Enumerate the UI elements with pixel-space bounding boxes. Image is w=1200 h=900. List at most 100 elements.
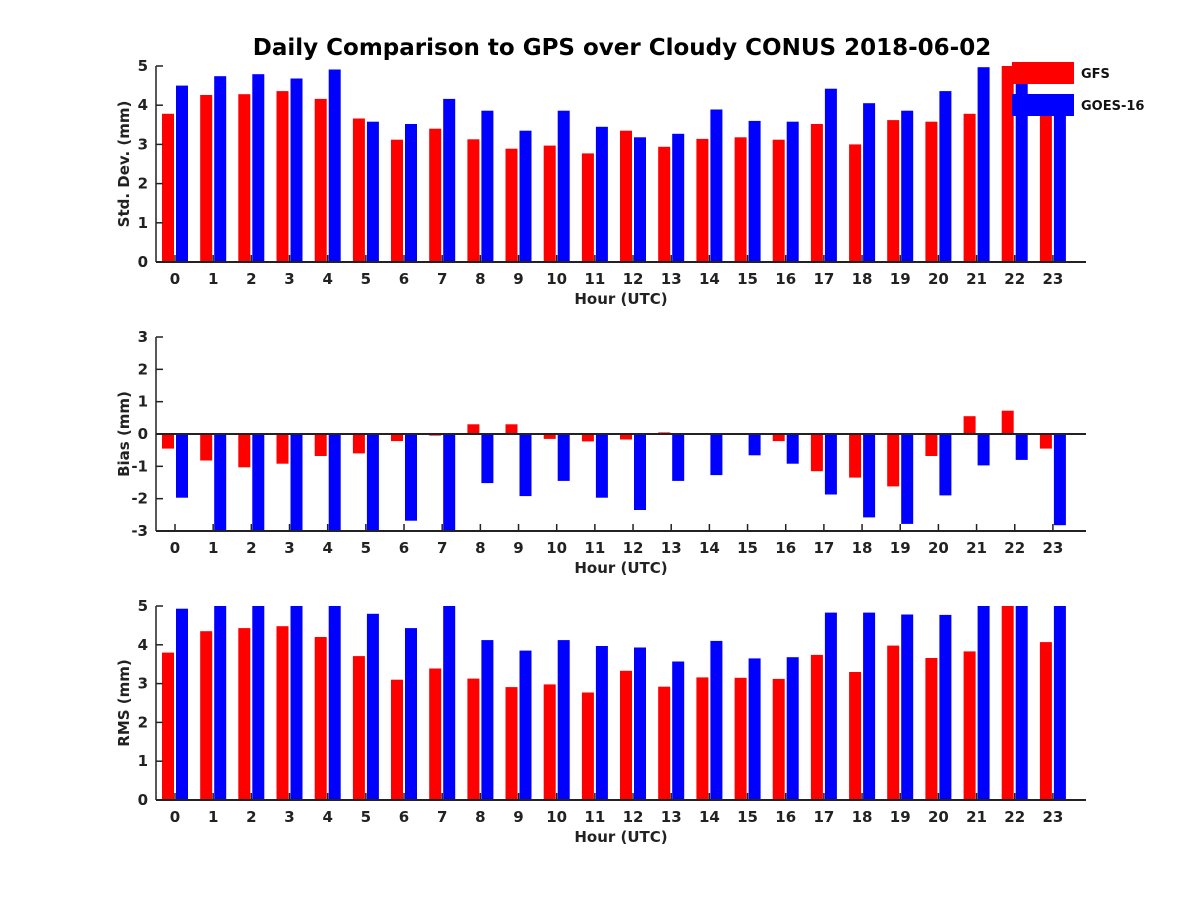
y-tick-label: 1: [138, 214, 148, 232]
goes16-bar: [1015, 434, 1028, 460]
gfs-bar: [238, 94, 251, 262]
gfs-bar: [314, 434, 327, 456]
gfs-bar: [543, 145, 556, 262]
gfs-bar: [276, 626, 289, 800]
y-tick-label: 5: [138, 57, 148, 75]
goes16-bar: [824, 434, 837, 495]
gfs-bar: [620, 434, 632, 440]
x-tick-label: 18: [852, 808, 873, 826]
goes16-bar: [1015, 67, 1028, 262]
goes16-bar: [939, 614, 952, 800]
gfs-bar: [810, 654, 823, 800]
x-tick-label: 16: [775, 808, 796, 826]
goes16-bar: [176, 608, 188, 800]
gfs-bar: [200, 434, 213, 461]
x-tick-label: 17: [813, 808, 834, 826]
gfs-bar: [429, 128, 442, 262]
x-tick-label: 8: [475, 539, 485, 557]
gfs-bar: [467, 678, 480, 800]
x-tick-label: 9: [513, 808, 523, 826]
goes16-bar: [252, 434, 265, 531]
x-axis-label: Hour (UTC): [574, 828, 667, 846]
gfs-bar: [276, 91, 289, 262]
gfs-bar: [505, 687, 518, 800]
x-tick-label: 0: [170, 808, 180, 826]
goes16-bar: [214, 434, 227, 531]
x-tick-label: 23: [1042, 539, 1063, 557]
x-tick-label: 14: [699, 539, 720, 557]
goes16-bar: [977, 67, 990, 262]
x-tick-label: 10: [546, 539, 567, 557]
goes16-bar: [1053, 434, 1066, 526]
y-tick-label: 1: [138, 752, 148, 770]
x-tick-label: 20: [928, 539, 949, 557]
goes16-bar: [443, 98, 456, 263]
gfs-bar: [391, 434, 403, 442]
gfs-bar: [314, 98, 327, 263]
goes16-bar: [977, 434, 990, 466]
goes16-bar: [863, 434, 876, 518]
goes16-bar: [672, 434, 685, 481]
y-tick-label: 0: [138, 425, 148, 443]
gfs-bar: [887, 434, 900, 487]
gfs-bar: [162, 434, 174, 449]
gfs-bar: [963, 651, 976, 800]
goes16-bar: [366, 613, 379, 800]
goes16-bar: [481, 434, 494, 484]
goes16-bar: [748, 434, 761, 456]
x-tick-label: 3: [284, 808, 294, 826]
goes16-bar: [557, 640, 570, 800]
x-tick-label: 12: [623, 270, 644, 288]
x-tick-label: 5: [361, 539, 371, 557]
goes16-bar: [405, 124, 417, 262]
y-tick-label: 4: [138, 96, 148, 114]
gfs-legend-label: GFS: [1081, 67, 1110, 82]
goes16-bar: [176, 434, 188, 498]
goes16-bar: [786, 434, 799, 464]
y-tick-label: 2: [138, 713, 148, 731]
goes16-bar: [176, 85, 188, 262]
gfs-bar: [467, 139, 480, 262]
goes16-bar: [290, 434, 303, 531]
x-tick-label: 1: [208, 539, 218, 557]
goes16-bar: [748, 658, 761, 800]
x-tick-label: 15: [737, 270, 758, 288]
gfs-bar: [581, 692, 594, 800]
goes16-bar: [786, 121, 799, 262]
x-tick-label: 6: [399, 539, 409, 557]
x-tick-label: 11: [584, 539, 605, 557]
gfs-bar: [772, 139, 785, 262]
gfs-bar: [581, 434, 594, 442]
x-tick-label: 8: [475, 808, 485, 826]
goes16-legend-label: GOES-16: [1081, 99, 1144, 114]
goes16-bar: [214, 606, 227, 800]
x-tick-label: 4: [322, 539, 332, 557]
goes16-bar: [366, 121, 379, 262]
goes16-bar: [939, 91, 952, 262]
x-tick-label: 19: [890, 808, 911, 826]
x-tick-label: 16: [775, 539, 796, 557]
goes16-bar: [481, 110, 494, 262]
x-tick-label: 7: [437, 270, 447, 288]
gfs-bar: [810, 124, 823, 262]
gfs-bar: [849, 672, 862, 800]
goes16-bar: [634, 647, 646, 800]
gfs-bar: [391, 139, 403, 262]
x-tick-label: 4: [322, 270, 332, 288]
gfs-bar: [1039, 434, 1052, 449]
gfs-legend-swatch: [1012, 62, 1074, 84]
goes16-bar: [710, 434, 723, 476]
goes16-bar: [557, 434, 570, 481]
goes16-bar: [710, 109, 723, 262]
gfs-bar: [696, 138, 709, 262]
goes16-bar: [328, 606, 341, 800]
x-tick-label: 19: [890, 270, 911, 288]
goes16-bar: [901, 110, 914, 262]
gfs-bar: [162, 113, 174, 262]
y-axis-label: Bias (mm): [115, 391, 133, 477]
goes16-bar: [328, 434, 341, 531]
x-tick-label: 2: [246, 808, 256, 826]
legend: GFS GOES-16: [1012, 62, 1144, 116]
gfs-bar: [581, 153, 594, 262]
goes16-bar: [863, 612, 876, 800]
